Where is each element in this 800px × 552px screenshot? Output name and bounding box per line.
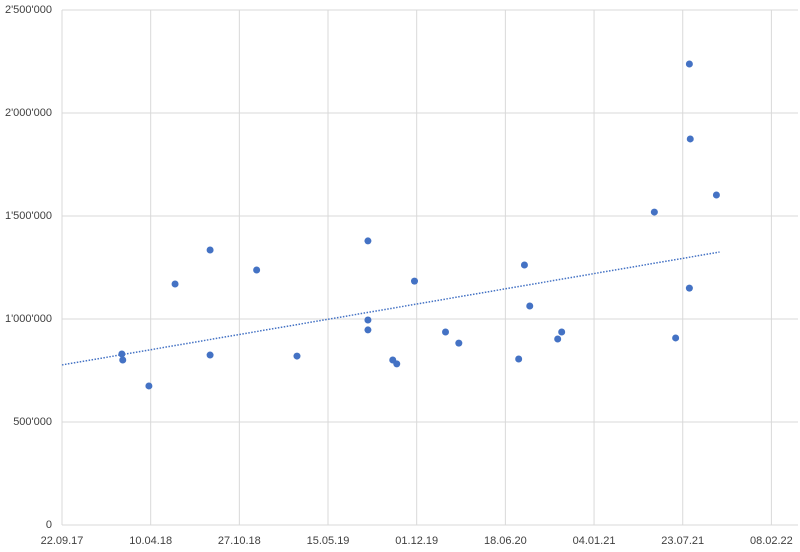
point <box>119 356 127 364</box>
x-tick-label: 18.06.20 <box>484 535 527 547</box>
point <box>685 60 693 68</box>
point <box>685 284 693 292</box>
point <box>364 326 372 334</box>
point <box>686 135 694 143</box>
point <box>712 191 720 199</box>
y-tick-label: 500'000 <box>13 416 52 428</box>
point <box>206 246 214 254</box>
point <box>171 280 179 288</box>
y-tick-label: 1'000'000 <box>5 313 52 325</box>
x-tick-label: 27.10.18 <box>218 535 261 547</box>
point <box>410 277 418 285</box>
point <box>672 334 680 342</box>
x-tick-label: 01.12.19 <box>395 535 438 547</box>
point <box>393 360 401 368</box>
point <box>364 316 372 324</box>
point <box>520 261 528 269</box>
y-tick-label: 0 <box>46 519 52 531</box>
y-tick-label: 2'500'000 <box>5 4 52 16</box>
point <box>145 382 153 390</box>
x-tick-label: 15.05.19 <box>307 535 350 547</box>
x-tick-label: 22.09.17 <box>41 535 84 547</box>
point <box>650 208 658 216</box>
x-tick-label: 08.02.22 <box>750 535 793 547</box>
point <box>558 328 566 336</box>
trendline <box>61 251 720 366</box>
point <box>206 351 214 359</box>
point <box>554 335 562 343</box>
x-tick-label: 04.01.21 <box>573 535 616 547</box>
point <box>442 328 450 336</box>
point <box>526 302 534 310</box>
y-tick-label: 2'000'000 <box>5 107 52 119</box>
point <box>515 355 523 363</box>
point <box>293 352 301 360</box>
x-tick-label: 10.04.18 <box>129 535 172 547</box>
point <box>364 237 372 245</box>
point <box>455 339 463 347</box>
y-tick-label: 1'500'000 <box>5 210 52 222</box>
point <box>253 266 261 274</box>
x-tick-label: 23.07.21 <box>661 535 704 547</box>
